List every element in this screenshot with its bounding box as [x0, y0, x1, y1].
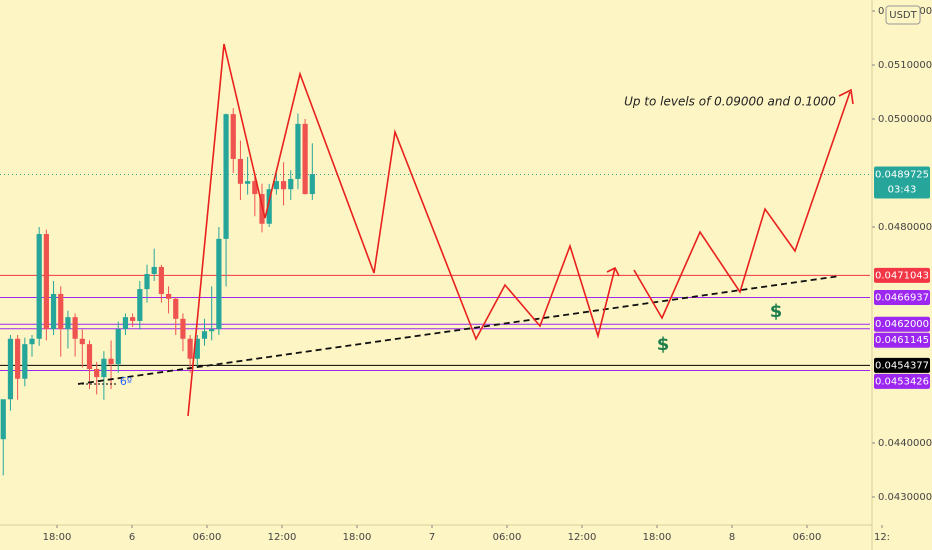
candle-body — [22, 344, 28, 379]
candle-body — [187, 338, 193, 359]
x-tick-label: 18:00 — [343, 532, 372, 543]
candle-body — [194, 338, 200, 359]
candle-body — [165, 293, 172, 299]
y-tick-label: 0.0510000 — [878, 60, 932, 71]
candle-body — [252, 181, 258, 195]
x-tick-label: 18:00 — [643, 532, 672, 543]
level-label: 0.0466937 — [875, 293, 929, 304]
candle-body — [288, 178, 294, 190]
level-label: 0.0471043 — [875, 270, 929, 281]
currency-box — [885, 5, 921, 25]
y-tick-label: 0.0440000 — [878, 438, 932, 449]
level-label: 0.0462000 — [875, 319, 929, 330]
candle-body — [309, 174, 315, 195]
candle-body — [223, 114, 229, 239]
level-label-box — [874, 373, 930, 389]
candle-body — [137, 289, 143, 321]
candle-body — [302, 123, 308, 195]
x-tick-label: 06:00 — [193, 532, 222, 543]
candle-body — [94, 369, 100, 378]
candle-body — [201, 331, 208, 339]
arrow-head — [838, 88, 854, 105]
candle-body — [101, 358, 107, 378]
candle-body — [108, 358, 114, 365]
x-tick-label: 8 — [729, 532, 735, 543]
candle-body — [115, 329, 121, 365]
candle-body — [43, 234, 49, 330]
candle-body — [173, 298, 179, 319]
level-label-box — [874, 332, 930, 348]
candle-body — [7, 338, 14, 400]
last-price-box — [874, 166, 930, 199]
projection-path — [633, 91, 851, 320]
dollar-marker: $ — [657, 334, 670, 355]
y-tick-label: 0.0480000 — [878, 222, 932, 233]
candle-body — [180, 318, 186, 339]
candle-body — [50, 293, 57, 330]
y-tick-label: 0.0430000 — [878, 492, 932, 503]
x-tick-label: 12:00 — [268, 532, 297, 543]
x-tick-label: 12: — [874, 532, 890, 543]
candle-body — [151, 266, 157, 274]
candle-body — [245, 181, 251, 184]
candle-body — [295, 123, 301, 179]
y-tick-label: 0.0500000 — [878, 114, 932, 125]
x-tick-label: 18:00 — [43, 532, 72, 543]
candle-body — [144, 273, 150, 290]
candle-body — [122, 317, 129, 330]
level-label: 0.0453426 — [875, 376, 929, 387]
level-label: 0.0454377 — [875, 360, 929, 371]
x-tick-label: 12:00 — [568, 532, 597, 543]
dollar-marker: $ — [770, 301, 783, 322]
x-tick-label: 7 — [429, 532, 435, 543]
candle-body — [230, 114, 236, 159]
candle-body — [29, 338, 35, 345]
drawings: Up to levels of 0.09000 and 0.1000 6º $ … — [77, 43, 854, 417]
candle-body — [259, 194, 265, 224]
x-tick-label: 06:00 — [793, 532, 822, 543]
projection-path — [187, 43, 616, 417]
candle-body — [72, 317, 78, 339]
candle-body — [36, 234, 42, 339]
candle-body — [209, 329, 215, 332]
candle-body — [273, 181, 279, 190]
candle-body — [158, 266, 164, 294]
candle-body — [58, 293, 64, 330]
level-label-box — [874, 357, 930, 373]
candle-body — [266, 189, 272, 224]
level-label-box — [874, 267, 930, 283]
trend-line — [77, 275, 841, 385]
candle-body — [216, 238, 222, 330]
candle-body — [86, 344, 93, 370]
candle-body — [79, 338, 85, 345]
annotation: Up to levels of 0.09000 and 0.1000 — [624, 95, 836, 109]
candle-body — [0, 399, 6, 440]
currency-label: USDT — [889, 10, 917, 21]
x-tick-label: 06:00 — [493, 532, 522, 543]
candle-body — [15, 338, 21, 379]
candle-body — [237, 158, 244, 184]
level-label-box — [874, 290, 930, 306]
candle-body — [65, 317, 71, 330]
angle-label: 6º — [120, 375, 132, 388]
arrow-head — [606, 266, 620, 277]
countdown-label: 03:43 — [888, 184, 917, 195]
x-tick-label: 6 — [129, 532, 135, 543]
level-label-box — [874, 316, 930, 332]
level-label: 0.0461145 — [875, 335, 929, 346]
candle-body — [280, 181, 287, 190]
candle-body — [130, 317, 136, 321]
last-price-label: 0.0489725 — [875, 169, 929, 180]
